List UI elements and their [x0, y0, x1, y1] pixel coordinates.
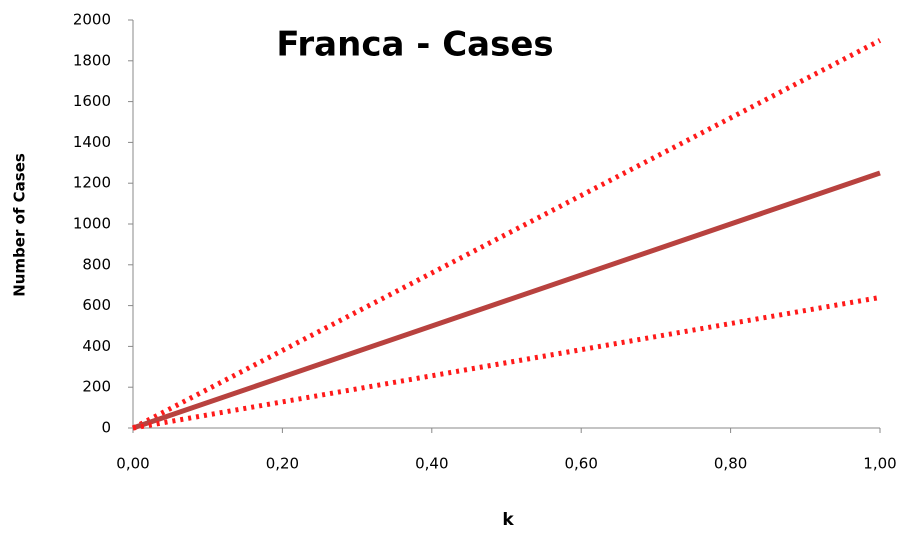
y-tick-label: 400: [82, 337, 111, 355]
series-line: [132, 170, 881, 431]
y-tick-label: 0: [101, 419, 111, 437]
x-tick-label: 0,20: [266, 455, 299, 473]
y-tick-label: 800: [82, 255, 111, 273]
y-tick-label: 1600: [73, 92, 111, 110]
x-axis-title: k: [502, 510, 514, 530]
series-line: [131, 38, 882, 431]
y-tick-label: 200: [82, 378, 111, 396]
x-tick-label: 1,00: [863, 455, 896, 473]
chart-title: Franca - Cases: [276, 25, 553, 65]
x-tick-label: 0,60: [564, 455, 597, 473]
y-tick-label: 1200: [73, 174, 111, 192]
y-tick-label: 1400: [73, 133, 111, 151]
y-tick-label: 600: [82, 296, 111, 314]
x-tick-label: 0,80: [714, 455, 747, 473]
y-tick-label: 1000: [73, 215, 111, 233]
y-tick-label: 1800: [73, 51, 111, 69]
y-tick-label: 2000: [73, 11, 111, 29]
x-tick-label: 0,40: [415, 455, 448, 473]
y-axis-title: Number of Cases: [11, 153, 29, 297]
x-tick-label: 0,00: [116, 455, 149, 473]
series-line: [132, 294, 881, 431]
